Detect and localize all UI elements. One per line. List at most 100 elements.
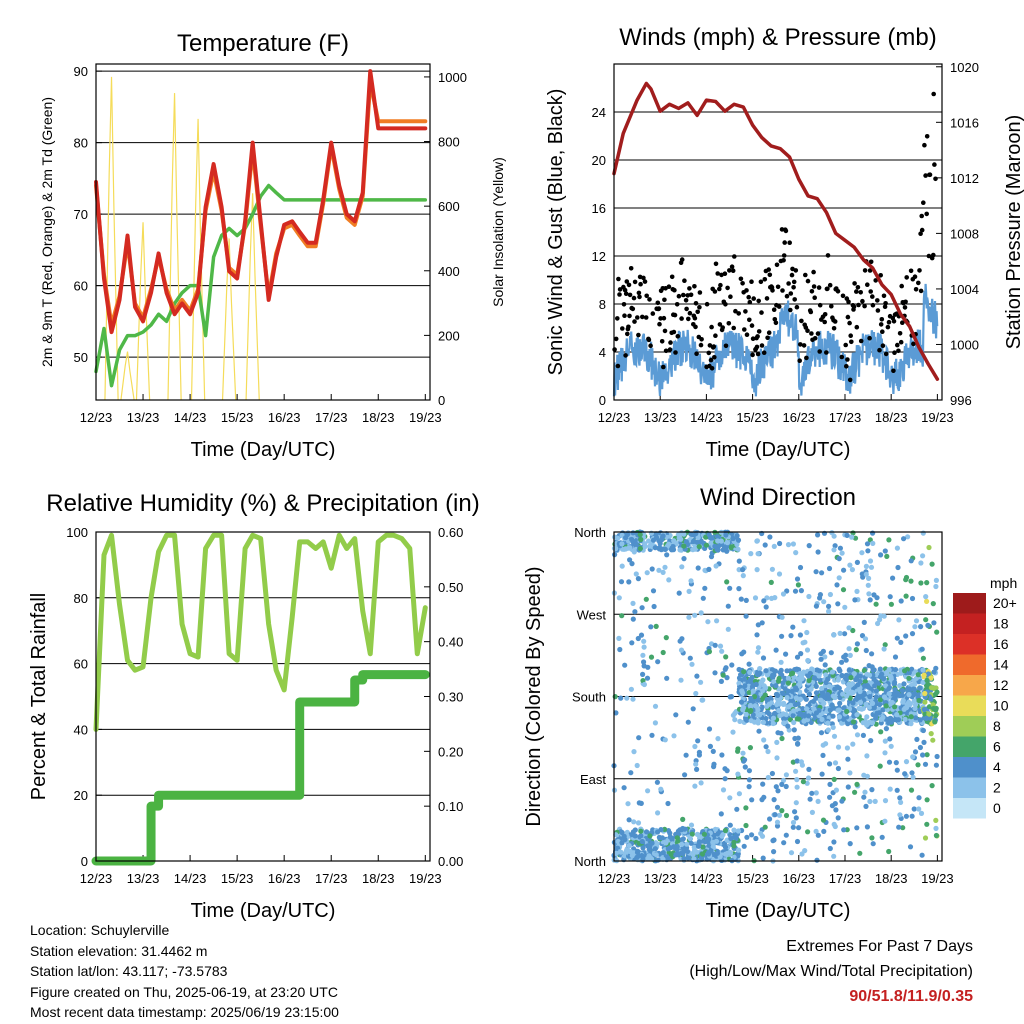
- direction-point: [692, 546, 699, 552]
- gust-point: [759, 310, 764, 315]
- direction-point: [850, 690, 856, 696]
- direction-point: [909, 770, 915, 776]
- direction-point: [837, 700, 843, 707]
- gust-point: [856, 302, 861, 308]
- direction-point: [917, 744, 924, 751]
- direction-point: [743, 613, 749, 619]
- direction-point: [781, 840, 787, 846]
- direction-point: [783, 651, 789, 657]
- direction-point: [809, 666, 816, 673]
- direction-point: [762, 692, 768, 698]
- gust-point: [904, 275, 909, 280]
- direction-point: [861, 690, 867, 696]
- direction-point: [712, 670, 718, 676]
- gust-point: [767, 272, 773, 278]
- direction-point: [794, 666, 800, 672]
- latlon-text: Station lat/lon: 43.117; -73.5783: [30, 963, 228, 979]
- direction-point: [928, 685, 935, 691]
- direction-point: [933, 577, 940, 584]
- direction-point: [684, 848, 691, 855]
- direction-point: [870, 530, 876, 536]
- gust-point: [805, 328, 810, 334]
- direction-point: [629, 640, 635, 646]
- direction-point: [912, 749, 919, 755]
- direction-point: [888, 743, 894, 749]
- x-axis-label: Time (Day/UTC): [191, 900, 336, 922]
- direction-point: [649, 566, 655, 572]
- direction-point: [749, 832, 755, 838]
- direction-point: [632, 827, 638, 833]
- direction-point: [768, 579, 774, 586]
- direction-point: [640, 678, 646, 684]
- gust-point: [832, 319, 838, 324]
- direction-point: [796, 825, 802, 831]
- gust-point: [846, 299, 851, 305]
- direction-point: [747, 669, 753, 676]
- gust-point: [675, 334, 681, 339]
- gust-point: [932, 162, 937, 167]
- direction-point: [644, 570, 650, 576]
- y-tick-label: 0: [81, 854, 88, 869]
- direction-point: [902, 716, 908, 723]
- direction-point: [645, 664, 651, 670]
- direction-point: [754, 567, 760, 573]
- legend-label: 4: [993, 759, 1001, 775]
- gust-point: [715, 271, 720, 276]
- direction-point: [829, 669, 836, 675]
- direction-point: [898, 799, 904, 806]
- direction-point: [921, 739, 927, 746]
- gust-point: [766, 267, 771, 272]
- direction-point: [892, 704, 898, 710]
- direction-point: [798, 759, 805, 765]
- direction-point: [758, 680, 764, 686]
- direction-point: [813, 569, 819, 575]
- direction-point: [934, 689, 940, 695]
- gust-point: [742, 327, 747, 332]
- direction-point: [776, 571, 783, 577]
- direction-point: [857, 699, 864, 706]
- direction-point: [786, 727, 792, 733]
- direction-point: [867, 704, 873, 710]
- direction-point: [760, 855, 766, 861]
- x-tick-label: 12/23: [80, 871, 113, 886]
- plot-border: [95, 531, 431, 862]
- direction-point: [648, 530, 655, 536]
- direction-point: [774, 739, 780, 746]
- direction-point: [921, 706, 928, 713]
- temp-2m-line: [94, 69, 428, 335]
- direction-point: [757, 712, 763, 718]
- panel-4: Wind Direction Time (Day/UTC) 12/23 13/23 14…: [523, 484, 1017, 922]
- direction-point: [776, 678, 782, 684]
- direction-point: [892, 679, 898, 686]
- gust-point: [756, 329, 762, 334]
- direction-point: [903, 593, 909, 599]
- direction-point: [741, 676, 748, 682]
- gust-point: [782, 240, 787, 245]
- gust-point: [840, 293, 846, 299]
- direction-point: [769, 566, 776, 572]
- direction-point: [887, 736, 893, 742]
- direction-point: [660, 569, 666, 576]
- direction-point: [920, 727, 927, 734]
- gust-point: [803, 272, 808, 278]
- direction-point: [616, 595, 622, 601]
- direction-point: [923, 594, 929, 600]
- direction-point: [844, 693, 850, 699]
- gust-point: [635, 315, 640, 320]
- direction-point: [857, 688, 863, 695]
- gust-point: [621, 302, 627, 307]
- direction-point: [735, 828, 742, 834]
- direction-point: [750, 688, 756, 694]
- direction-point: [659, 537, 665, 543]
- direction-point: [835, 677, 841, 683]
- y-tick-label: 20: [592, 153, 606, 168]
- direction-point: [791, 719, 797, 726]
- gust-point: [771, 307, 777, 313]
- direction-point: [671, 733, 677, 739]
- direction-point: [638, 828, 644, 834]
- direction-point: [805, 829, 811, 835]
- gust-point: [685, 293, 690, 298]
- gust-point: [643, 315, 649, 320]
- direction-point: [779, 633, 785, 639]
- gust-point: [852, 281, 857, 286]
